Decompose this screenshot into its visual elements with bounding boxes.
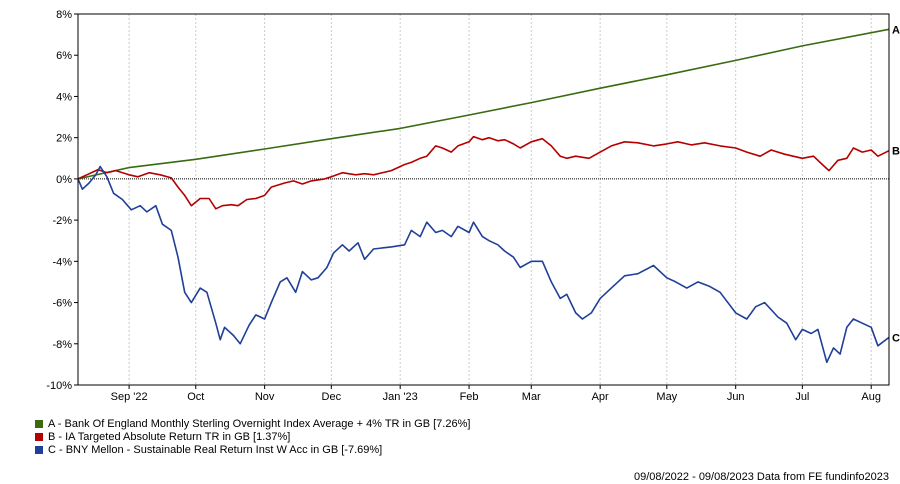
series-line-b xyxy=(77,135,890,210)
legend-swatch-b xyxy=(35,432,43,441)
y-tick-label: -4% xyxy=(52,256,72,268)
legend-label-b: B - IA Targeted Absolute Return TR in GB… xyxy=(48,430,291,443)
y-tick-label: 2% xyxy=(56,133,72,145)
line-chart: 8% 6% 4% 2% 0% -2% -4% -6% -8% -10% Sep '22 Oct Nov… xyxy=(46,9,900,403)
x-tick-label: Aug xyxy=(861,391,881,403)
end-label-a: A xyxy=(892,24,900,36)
data-source-footer: 09/08/2022 - 09/08/2023 Data from FE fun… xyxy=(633,471,889,483)
y-axis: 8% 6% 4% 2% 0% -2% -4% -6% -8% -10% xyxy=(46,9,78,392)
series-lines xyxy=(77,28,890,364)
x-tick-label: Apr xyxy=(592,391,609,403)
x-tick-label: Nov xyxy=(255,391,275,403)
x-tick-label: Feb xyxy=(460,391,479,403)
legend-label-c: C - BNY Mellon - Sustainable Real Return… xyxy=(48,443,383,456)
y-tick-label: 4% xyxy=(56,91,72,103)
end-label-b: B xyxy=(892,146,900,158)
x-tick-label: Sep '22 xyxy=(111,391,148,403)
legend-item-a: A - Bank Of England Monthly Sterling Ove… xyxy=(35,417,470,430)
y-tick-label: 6% xyxy=(56,50,72,62)
y-tick-label: -10% xyxy=(46,380,72,392)
plot-area-frame xyxy=(77,13,890,386)
x-axis: Sep '22 Oct Nov Dec Jan '23 Feb Mar Apr May Jun Ju… xyxy=(111,385,881,403)
x-tick-label: Oct xyxy=(187,391,204,403)
x-tick-label: Jul xyxy=(795,391,809,403)
legend-item-b: B - IA Targeted Absolute Return TR in GB… xyxy=(35,430,470,443)
series-line-a xyxy=(77,28,890,180)
legend-swatch-a xyxy=(35,419,43,428)
x-tick-label: May xyxy=(656,391,677,403)
y-tick-label: 0% xyxy=(56,174,72,186)
x-tick-label: Jun xyxy=(727,391,745,403)
y-tick-label: -2% xyxy=(52,215,72,227)
legend: A - Bank Of England Monthly Sterling Ove… xyxy=(35,417,470,456)
y-tick-label: 8% xyxy=(56,9,72,21)
series-line-c xyxy=(77,165,890,364)
x-tick-label: Mar xyxy=(522,391,541,403)
x-tick-label: Dec xyxy=(322,391,342,403)
series-end-labels: A B C xyxy=(892,24,900,344)
legend-item-c: C - BNY Mellon - Sustainable Real Return… xyxy=(35,443,470,456)
legend-swatch-c xyxy=(35,445,43,454)
x-tick-label: Jan '23 xyxy=(383,391,418,403)
legend-label-a: A - Bank Of England Monthly Sterling Ove… xyxy=(48,417,471,430)
y-tick-label: -6% xyxy=(52,298,72,310)
end-label-c: C xyxy=(892,332,900,344)
gridlines xyxy=(128,14,872,385)
y-tick-label: -8% xyxy=(52,339,72,351)
